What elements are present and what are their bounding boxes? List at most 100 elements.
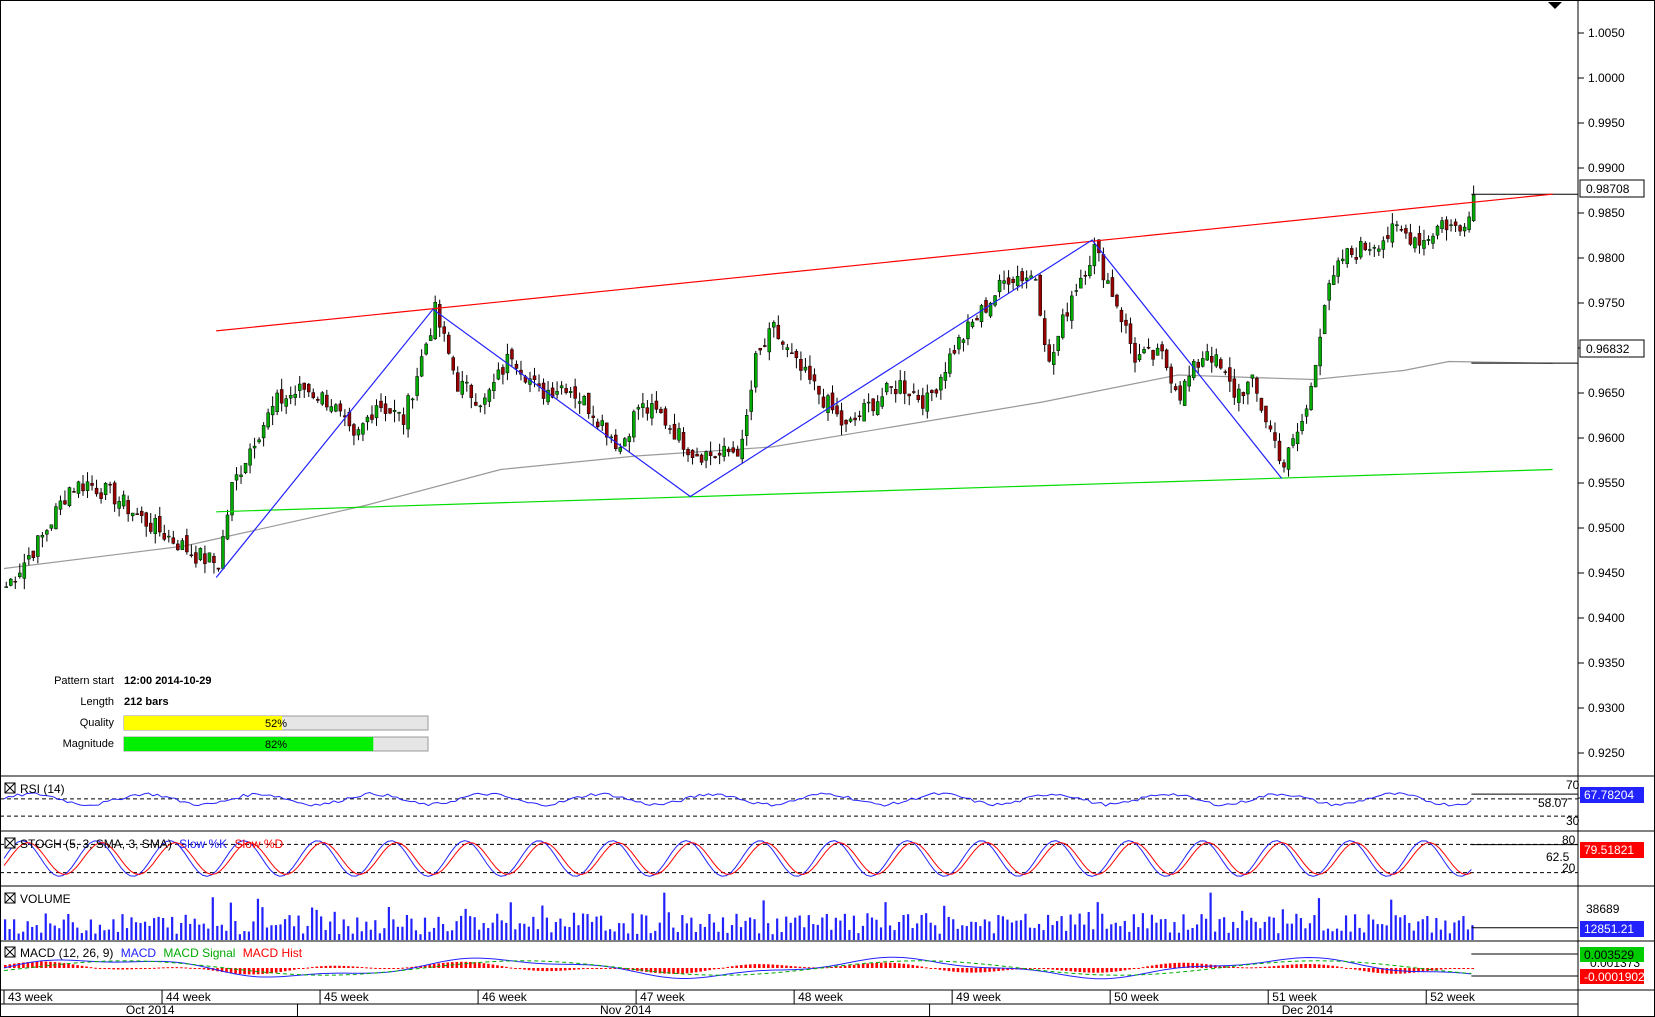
volume-bar	[198, 924, 201, 940]
macd-hist-bar	[1295, 964, 1298, 968]
candle	[975, 315, 979, 321]
macd-hist-bar	[735, 965, 739, 968]
volume-bar	[753, 919, 756, 940]
candle	[916, 389, 921, 403]
stoch-title[interactable]: STOCH (5, 3, SMA, 3, SMA) Slow %K Slow %…	[4, 837, 284, 851]
volume-bar	[369, 929, 372, 940]
macd-hist-bar	[785, 965, 788, 968]
macd-hist-bar	[554, 968, 558, 971]
stoch-title-text: STOCH (5, 3, SMA, 3, SMA)	[20, 837, 172, 851]
volume-bar	[523, 923, 526, 940]
candle	[433, 295, 437, 341]
candle	[1349, 245, 1354, 258]
volume-bar	[265, 927, 269, 940]
candle	[415, 367, 419, 401]
macd-hist-bar	[446, 962, 450, 968]
volume-current-label: 12851.21	[1584, 922, 1634, 936]
volume-bar	[1132, 914, 1135, 940]
volume-bar	[1173, 922, 1176, 940]
macd-hist-bar	[469, 961, 472, 968]
candle	[1471, 185, 1476, 222]
macd-hist-bar	[392, 968, 395, 969]
volume-title[interactable]: VOLUME	[4, 892, 71, 906]
candle	[808, 355, 812, 385]
volume-bar	[1335, 928, 1339, 940]
magnitude-label: Magnitude	[63, 738, 114, 750]
volume-bar	[306, 925, 309, 940]
macd-line	[3, 956, 1472, 980]
candle	[252, 437, 257, 459]
macd-hist-bar	[956, 968, 960, 973]
volume-bar	[13, 919, 16, 940]
volume-bar	[916, 923, 919, 940]
volume-bar	[1078, 913, 1081, 940]
macd-hist-bar	[1439, 968, 1443, 970]
volume-bar	[1250, 917, 1253, 940]
macd-hist-bar	[473, 962, 477, 968]
volume-bar	[247, 931, 251, 940]
volume-bar	[324, 930, 327, 940]
volume-bar	[464, 908, 467, 940]
candle	[514, 360, 519, 375]
candle	[442, 321, 446, 342]
macd-hist-bar	[1001, 968, 1005, 971]
time-axis: 43 week 44 week 45 week 46 week 47 week 48 we…	[3, 990, 1476, 1017]
candle	[406, 393, 410, 438]
volume-bar	[17, 933, 20, 940]
macd-hist-bar	[333, 965, 337, 968]
candle	[875, 395, 880, 416]
macd-hist-bar	[487, 963, 490, 968]
volume-bar	[1214, 931, 1217, 940]
volume-bar	[71, 922, 74, 940]
rsi-title[interactable]: RSI (14)	[4, 782, 65, 796]
candle	[568, 386, 573, 398]
macd-hist-bar	[572, 968, 576, 970]
volume-bar	[595, 916, 598, 940]
candle	[103, 482, 108, 501]
macd-hist-bar	[89, 967, 93, 969]
candle	[216, 567, 221, 572]
candle	[1268, 420, 1273, 433]
volume-bar	[554, 922, 558, 940]
volume-bar	[825, 914, 828, 940]
candle	[76, 480, 81, 498]
rsi-level-low: 30	[1566, 814, 1580, 828]
candle	[1237, 383, 1241, 412]
candle	[871, 398, 875, 416]
volume-bar	[730, 925, 734, 940]
volume-bar	[1105, 928, 1108, 940]
candle	[961, 338, 966, 352]
volume-bar	[1403, 915, 1406, 940]
candle	[681, 427, 686, 457]
macd-hist-bar	[1060, 968, 1064, 971]
macd-hist-bar	[667, 968, 671, 974]
macd-hist-bar	[40, 961, 43, 968]
candle	[1390, 213, 1395, 248]
candle	[225, 509, 230, 541]
macd-hist-bar	[365, 967, 368, 969]
candle	[857, 410, 862, 421]
macd-title[interactable]: MACD (12, 26, 9) MACD MACD Signal MACD H…	[4, 946, 303, 960]
candle	[67, 486, 72, 508]
macd-hist-bar	[338, 965, 341, 968]
volume-bar	[103, 930, 106, 940]
week-label: 44 week	[166, 990, 212, 1004]
scroll-marker-icon[interactable]	[1548, 2, 1562, 9]
candle	[893, 380, 898, 403]
candle	[130, 512, 135, 522]
volume-bar	[1155, 922, 1158, 940]
volume-bar	[98, 924, 102, 940]
macd-hist-bar	[1390, 968, 1393, 974]
candle	[663, 406, 668, 430]
volume-bar	[649, 933, 652, 940]
pattern-start-label: Pattern start	[54, 675, 114, 687]
volume-bar	[58, 928, 61, 940]
macd-hist-bar	[658, 968, 662, 974]
volume-bar	[1254, 921, 1257, 940]
volume-bar	[432, 927, 436, 940]
macd-hist-bar	[265, 968, 269, 974]
price-tick-label: 0.9250	[1588, 746, 1625, 760]
candle	[483, 393, 487, 415]
macd-hist-bar	[1019, 968, 1023, 970]
candle	[185, 528, 189, 555]
